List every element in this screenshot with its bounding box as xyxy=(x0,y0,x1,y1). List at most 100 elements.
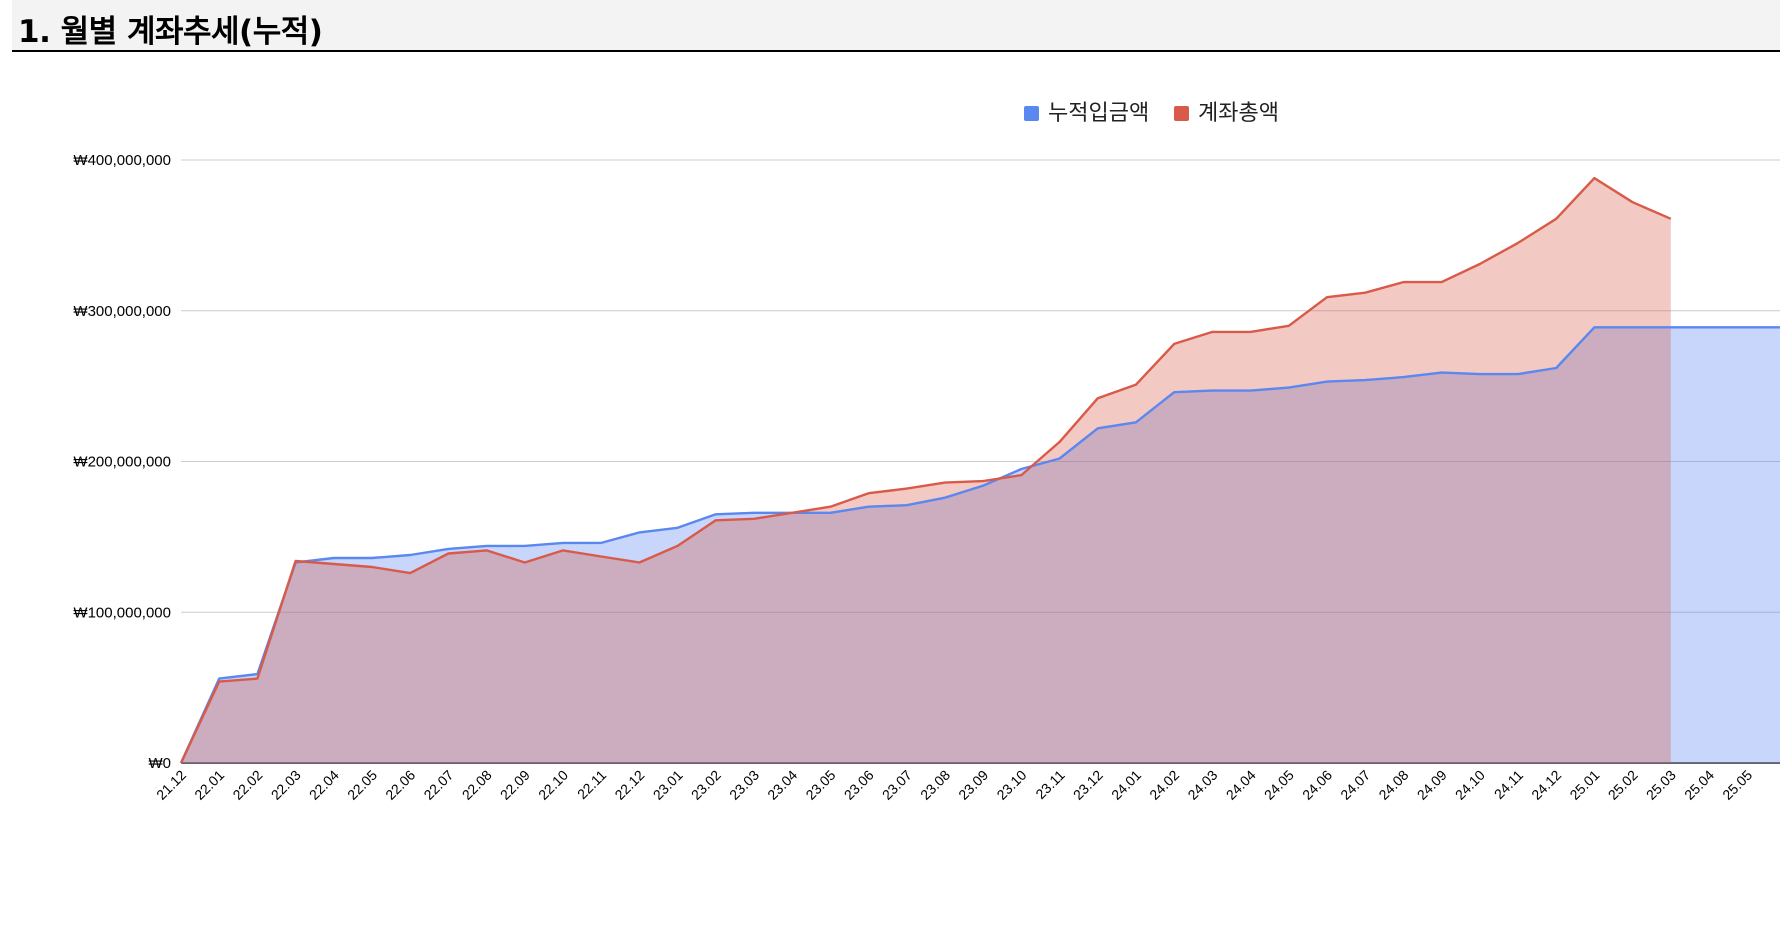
data-point xyxy=(637,530,641,534)
data-point xyxy=(1669,217,1673,221)
data-point xyxy=(714,518,718,522)
data-point xyxy=(981,479,985,483)
data-point xyxy=(1363,378,1367,382)
data-point xyxy=(485,544,489,548)
data-point xyxy=(561,541,565,545)
data-point xyxy=(1058,440,1062,444)
data-point xyxy=(599,541,603,545)
data-point xyxy=(1096,426,1100,430)
area-deposits xyxy=(181,327,1780,763)
data-point xyxy=(1096,396,1100,400)
data-point xyxy=(1172,342,1176,346)
x-tick-label: 25.04 xyxy=(1681,767,1717,803)
data-point xyxy=(1401,375,1405,379)
x-tick-label: 22.10 xyxy=(535,767,571,803)
x-tick-label: 25.03 xyxy=(1643,767,1679,803)
area-fills xyxy=(181,178,1780,764)
x-tick-label: 23.10 xyxy=(993,767,1029,803)
x-tick-label: 22.01 xyxy=(191,767,227,803)
y-axis-ticks: ₩0 ₩100,000,000 ₩200,000,000 ₩300,000,000 ₩4… xyxy=(73,152,171,772)
data-point xyxy=(676,544,680,548)
data-point xyxy=(523,544,527,548)
data-point xyxy=(981,484,985,488)
x-tick-label: 22.09 xyxy=(497,767,533,803)
data-point xyxy=(1745,325,1749,329)
x-tick-label: 22.12 xyxy=(611,767,647,803)
x-tick-label: 23.06 xyxy=(841,767,877,803)
data-point xyxy=(1669,325,1673,329)
y-tick-label: ₩0 xyxy=(149,755,172,772)
data-point xyxy=(752,511,756,515)
data-point xyxy=(637,561,641,565)
data-point xyxy=(255,677,259,681)
x-tick-label: 24.07 xyxy=(1337,767,1373,803)
x-tick-label: 25.05 xyxy=(1719,767,1755,803)
x-tick-label: 22.02 xyxy=(229,767,265,803)
legend-swatch xyxy=(1024,106,1039,121)
data-point xyxy=(446,552,450,556)
x-tick-label: 22.06 xyxy=(382,767,418,803)
grid-lines xyxy=(181,159,1780,764)
x-tick-label: 24.04 xyxy=(1223,767,1259,803)
series-line-deposits xyxy=(179,326,1780,764)
data-point xyxy=(179,761,183,765)
x-tick-label: 23.01 xyxy=(650,767,686,803)
x-tick-label: 22.05 xyxy=(344,767,380,803)
data-point xyxy=(1554,366,1558,370)
series-line-balance xyxy=(179,176,1672,764)
section-header: 1. 월별 계좌추세(누적) xyxy=(12,0,1780,52)
data-point xyxy=(1554,217,1558,221)
x-tick-label: 23.03 xyxy=(726,767,762,803)
data-point xyxy=(867,505,871,509)
data-point xyxy=(1592,325,1596,329)
data-point xyxy=(1592,176,1596,180)
data-point xyxy=(1134,383,1138,387)
data-point xyxy=(523,561,527,565)
data-point xyxy=(1210,389,1214,393)
data-point xyxy=(1134,420,1138,424)
x-tick-label: 22.03 xyxy=(268,767,304,803)
legend-label[interactable]: 누적입금액 xyxy=(1048,101,1149,126)
data-point xyxy=(943,481,947,485)
x-tick-label: 24.08 xyxy=(1375,767,1411,803)
data-point xyxy=(828,505,832,509)
data-point xyxy=(446,547,450,551)
data-point xyxy=(1287,324,1291,328)
data-point xyxy=(905,487,909,491)
x-tick-label: 23.04 xyxy=(764,767,800,803)
y-tick-label: ₩400,000,000 xyxy=(73,152,171,169)
x-tick-label: 23.08 xyxy=(917,767,953,803)
data-point xyxy=(714,512,718,516)
data-point xyxy=(1516,241,1520,245)
legend-label[interactable]: 계좌총액 xyxy=(1198,101,1279,126)
data-point xyxy=(1249,330,1253,334)
data-point xyxy=(1325,295,1329,299)
data-point xyxy=(1325,380,1329,384)
data-point xyxy=(332,562,336,566)
x-tick-label: 21.12 xyxy=(153,767,189,803)
data-point xyxy=(1287,386,1291,390)
chart-legend[interactable]: 누적입금액 계좌총액 xyxy=(1024,101,1279,126)
x-tick-label: 24.11 xyxy=(1491,767,1527,803)
x-tick-label: 24.03 xyxy=(1184,767,1220,803)
data-point xyxy=(943,496,947,500)
data-point xyxy=(1058,457,1062,461)
data-point xyxy=(217,680,221,684)
x-tick-label: 23.02 xyxy=(688,767,724,803)
data-point xyxy=(370,565,374,569)
x-tick-label: 24.02 xyxy=(1146,767,1182,803)
data-point xyxy=(752,517,756,521)
series-lines xyxy=(179,176,1780,765)
legend-swatch xyxy=(1174,106,1189,121)
data-point xyxy=(408,571,412,575)
y-tick-label: ₩300,000,000 xyxy=(73,303,171,320)
x-axis-ticks: 21.12 22.01 22.02 22.03 22.04 22.05 22.06 22.07… xyxy=(153,767,1755,803)
x-tick-label: 23.09 xyxy=(955,767,991,803)
x-tick-label: 22.04 xyxy=(306,767,342,803)
data-point xyxy=(485,548,489,552)
x-tick-label: 24.10 xyxy=(1452,767,1488,803)
data-point xyxy=(1631,325,1635,329)
data-point xyxy=(828,511,832,515)
